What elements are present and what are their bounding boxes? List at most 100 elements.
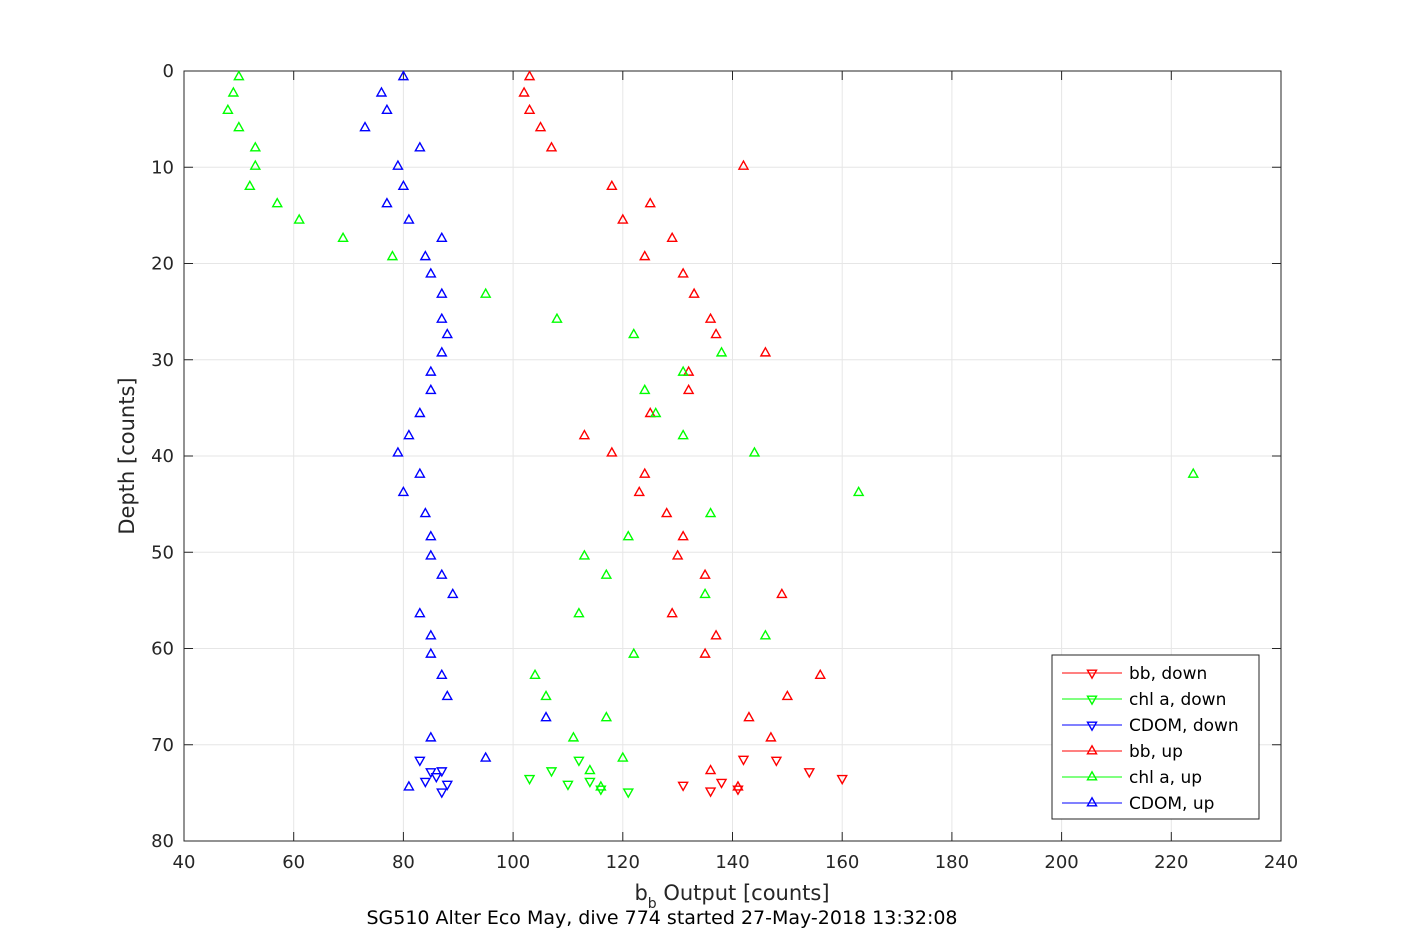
data-point bbox=[359, 121, 371, 132]
data-point bbox=[419, 250, 432, 261]
data-point bbox=[704, 764, 717, 775]
data-point bbox=[803, 768, 816, 779]
data-point bbox=[573, 756, 585, 767]
y-tick-label: 30 bbox=[151, 350, 174, 371]
data-point bbox=[447, 587, 459, 599]
x-tick-label: 200 bbox=[1044, 852, 1078, 873]
legend-label: CDOM, up bbox=[1129, 794, 1214, 814]
data-point bbox=[545, 767, 558, 778]
data-point bbox=[677, 365, 689, 376]
data-point bbox=[644, 407, 656, 418]
data-point bbox=[518, 86, 530, 97]
data-point bbox=[293, 213, 305, 224]
data-point bbox=[436, 312, 448, 323]
series-cdom-down bbox=[414, 756, 453, 799]
legend-marker bbox=[1086, 721, 1098, 732]
data-point bbox=[392, 159, 404, 170]
data-point bbox=[617, 751, 629, 762]
data-point bbox=[381, 103, 393, 115]
data-point bbox=[425, 267, 437, 278]
data-point bbox=[836, 774, 848, 786]
data-point bbox=[436, 788, 448, 799]
data-point bbox=[436, 231, 448, 243]
data-point bbox=[436, 767, 448, 778]
data-point bbox=[430, 772, 443, 784]
data-point bbox=[529, 668, 541, 680]
data-point bbox=[425, 768, 437, 779]
data-point bbox=[425, 731, 437, 742]
x-tick-label: 160 bbox=[825, 852, 859, 873]
x-tick-label: 40 bbox=[173, 852, 196, 873]
data-point bbox=[699, 568, 711, 579]
data-point bbox=[414, 467, 426, 478]
data-point bbox=[562, 780, 574, 791]
data-point bbox=[743, 711, 755, 722]
data-point bbox=[523, 774, 536, 786]
data-point bbox=[1187, 467, 1199, 478]
data-point bbox=[776, 587, 788, 599]
data-point bbox=[704, 312, 717, 323]
data-point bbox=[704, 787, 717, 798]
data-point bbox=[704, 507, 717, 518]
data-point bbox=[425, 530, 437, 541]
data-point bbox=[534, 121, 547, 132]
data-point bbox=[699, 587, 711, 599]
data-point bbox=[852, 485, 865, 497]
data-point bbox=[666, 607, 678, 618]
data-point bbox=[710, 328, 722, 339]
x-tick-label: 220 bbox=[1154, 852, 1188, 873]
data-point bbox=[249, 141, 262, 152]
y-axis-label: Depth [counts] bbox=[115, 377, 139, 534]
legend-item: bb, up bbox=[1062, 742, 1183, 762]
series-chl-a-down bbox=[523, 756, 635, 799]
data-point bbox=[337, 231, 349, 243]
x-tick-label: 140 bbox=[715, 852, 749, 873]
x-axis-label-sub: b bbox=[648, 896, 657, 912]
data-point bbox=[425, 647, 437, 658]
data-point bbox=[660, 507, 673, 518]
data-point bbox=[403, 780, 415, 791]
data-point bbox=[606, 179, 618, 191]
legend-label: chl a, down bbox=[1129, 690, 1226, 710]
data-point bbox=[737, 159, 750, 170]
data-point bbox=[436, 346, 448, 357]
data-point bbox=[682, 383, 695, 395]
data-point bbox=[622, 788, 635, 799]
data-point bbox=[600, 568, 613, 579]
legend-item: CDOM, up bbox=[1062, 794, 1214, 814]
legend-label: bb, down bbox=[1129, 664, 1207, 684]
data-point bbox=[765, 731, 777, 742]
legend-item: bb, down bbox=[1062, 664, 1207, 684]
data-point bbox=[573, 607, 585, 618]
data-point bbox=[397, 179, 410, 191]
legend-marker bbox=[1086, 744, 1098, 755]
data-point bbox=[715, 346, 728, 357]
legend-marker bbox=[1086, 695, 1098, 706]
data-point bbox=[441, 780, 453, 791]
data-point bbox=[699, 647, 711, 658]
legend-item: chl a, down bbox=[1062, 690, 1226, 710]
x-tick-label: 60 bbox=[282, 852, 305, 873]
data-point bbox=[688, 287, 700, 298]
data-point bbox=[436, 668, 448, 680]
data-point bbox=[414, 407, 426, 418]
data-point bbox=[414, 756, 426, 767]
chart-title: SG510 Alter Eco May, dive 774 started 27… bbox=[366, 907, 957, 929]
data-point bbox=[628, 328, 640, 339]
legend-box bbox=[1051, 654, 1260, 820]
data-point bbox=[397, 70, 410, 81]
data-point bbox=[419, 507, 432, 518]
data-point bbox=[617, 213, 629, 224]
data-point bbox=[671, 549, 684, 560]
data-point bbox=[666, 231, 678, 243]
y-tick-label: 0 bbox=[163, 61, 174, 82]
data-point bbox=[639, 383, 651, 395]
data-point bbox=[227, 86, 240, 97]
y-tick-label: 60 bbox=[151, 639, 174, 660]
data-point bbox=[748, 446, 761, 457]
legend-marker bbox=[1086, 796, 1098, 807]
data-point bbox=[436, 287, 448, 298]
legend-item: chl a, up bbox=[1062, 768, 1202, 788]
data-point bbox=[595, 780, 607, 791]
series-bb-up bbox=[518, 70, 826, 791]
